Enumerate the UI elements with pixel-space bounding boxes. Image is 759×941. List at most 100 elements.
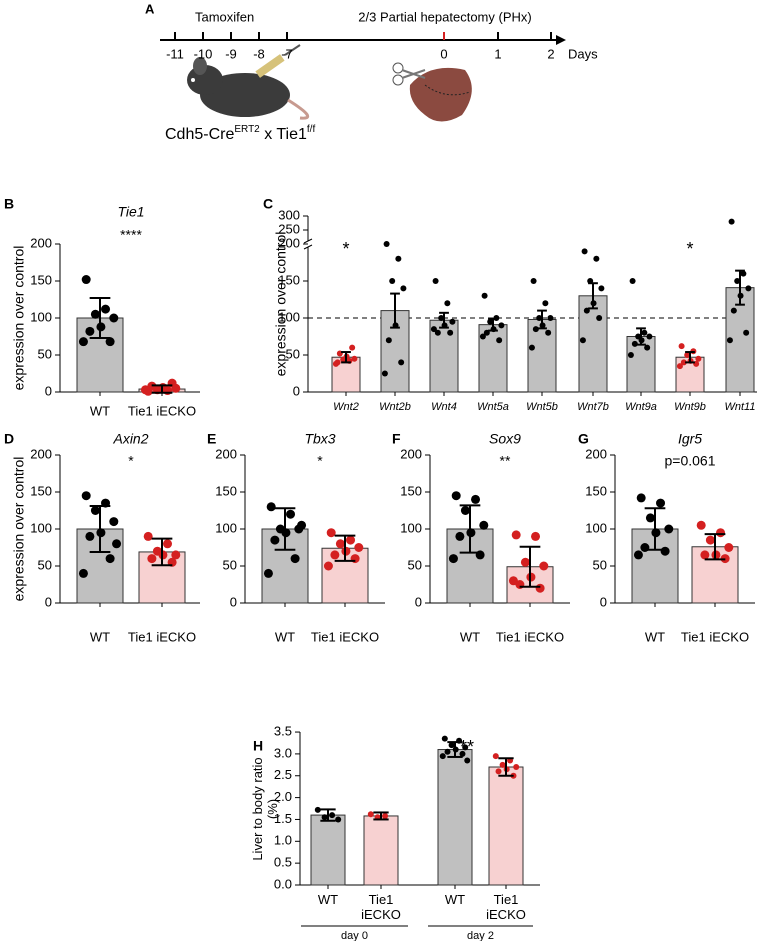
liver-illustration — [392, 62, 472, 122]
x-tick-label: Wnt7b — [577, 401, 609, 413]
data-point — [579, 337, 586, 344]
data-point — [716, 528, 726, 538]
y-tick-label: 150 — [400, 483, 422, 498]
data-point — [487, 318, 494, 325]
data-point — [85, 326, 95, 336]
data-point — [680, 359, 687, 366]
data-point — [520, 557, 530, 567]
y-tick-label: 0 — [45, 594, 52, 609]
data-point — [646, 333, 653, 340]
x-tick-label: Wnt5a — [477, 401, 509, 413]
data-point — [598, 285, 605, 292]
timeline-tick-label: 0 — [440, 46, 447, 61]
panel-letter: G — [578, 431, 589, 447]
y-tick-label: 0 — [600, 594, 607, 609]
data-point — [684, 352, 691, 358]
data-point — [636, 493, 646, 503]
data-point — [112, 539, 122, 549]
data-point — [147, 554, 157, 564]
data-point — [321, 814, 328, 821]
data-point — [101, 304, 111, 314]
x-tick-label: WT — [444, 892, 466, 907]
data-point — [596, 315, 603, 321]
data-point — [447, 329, 454, 336]
data-point — [444, 748, 451, 755]
y-tick-label: 2.0 — [274, 789, 292, 804]
y-tick-label: 3.5 — [274, 723, 292, 738]
data-point — [492, 753, 499, 760]
data-point — [297, 520, 307, 530]
data-point — [81, 491, 91, 501]
data-point — [479, 520, 489, 530]
group-label: day 2 — [467, 930, 494, 941]
data-point — [78, 337, 88, 347]
x-tick-label: Tie1 iECKO — [486, 892, 526, 922]
data-point — [444, 300, 451, 307]
data-point — [395, 255, 402, 262]
data-point — [140, 385, 150, 395]
y-tick-label: 50 — [223, 557, 237, 572]
data-point — [449, 318, 456, 325]
data-point — [438, 315, 445, 321]
y-tick-label: 0 — [230, 594, 237, 609]
data-point — [730, 307, 737, 314]
chart-title: Tie1 — [117, 204, 144, 220]
data-point — [351, 355, 358, 362]
data-point — [664, 524, 674, 534]
significance: * — [128, 453, 134, 469]
x-tick-label: Tie1 iECKO — [681, 629, 749, 644]
bar — [310, 814, 346, 886]
data-point — [326, 528, 336, 538]
bar — [437, 749, 473, 886]
data-point — [508, 576, 518, 586]
y-tick-label: 300 — [278, 207, 300, 222]
significance: * — [686, 239, 693, 259]
y-axis-label: expression over control — [11, 246, 27, 391]
axis-break — [303, 244, 313, 250]
data-point — [455, 531, 465, 541]
data-point — [545, 329, 552, 336]
data-point — [286, 509, 296, 519]
y-tick-label: 200 — [30, 446, 52, 461]
x-tick-label: Tie1 iECKO — [311, 629, 379, 644]
data-point — [696, 520, 706, 530]
y-tick-label: 2.5 — [274, 767, 292, 782]
y-tick-label: 200 — [215, 446, 237, 461]
data-point — [349, 344, 356, 351]
treatment-label: Tamoxifen — [195, 9, 254, 24]
data-point — [539, 561, 549, 571]
data-point — [78, 568, 88, 578]
x-tick-label: Tie1 iECKO — [128, 403, 196, 418]
data-point — [499, 761, 506, 768]
data-point — [389, 278, 396, 284]
data-point — [85, 531, 95, 541]
bar — [488, 766, 524, 886]
data-point — [644, 344, 651, 351]
data-point — [745, 285, 752, 292]
data-point — [163, 539, 173, 549]
significance: ** — [500, 453, 511, 469]
data-point — [633, 550, 643, 560]
panel-letter: C — [263, 196, 273, 212]
data-point — [678, 343, 685, 350]
x-tick-label: WT — [460, 629, 480, 644]
y-tick-label: 0.5 — [274, 855, 292, 870]
y-tick-label: 0 — [415, 594, 422, 609]
x-tick-label: Wnt9a — [625, 401, 657, 413]
y-tick-label: 100 — [585, 520, 607, 535]
y-axis-label: expression over control — [273, 232, 289, 377]
y-tick-label: 200 — [30, 235, 52, 250]
data-point — [329, 812, 336, 819]
data-point — [381, 370, 388, 377]
data-point — [531, 531, 541, 541]
data-point — [660, 546, 670, 556]
data-point — [593, 255, 600, 262]
data-point — [481, 292, 488, 299]
y-tick-label: 100 — [278, 309, 300, 324]
chart-title: Axin2 — [112, 431, 148, 447]
data-point — [705, 535, 715, 545]
y-tick-label: 0.0 — [274, 876, 292, 891]
x-tick-label: Wnt5b — [526, 401, 558, 413]
data-point — [109, 313, 119, 323]
y-tick-label: 3.0 — [274, 745, 292, 760]
